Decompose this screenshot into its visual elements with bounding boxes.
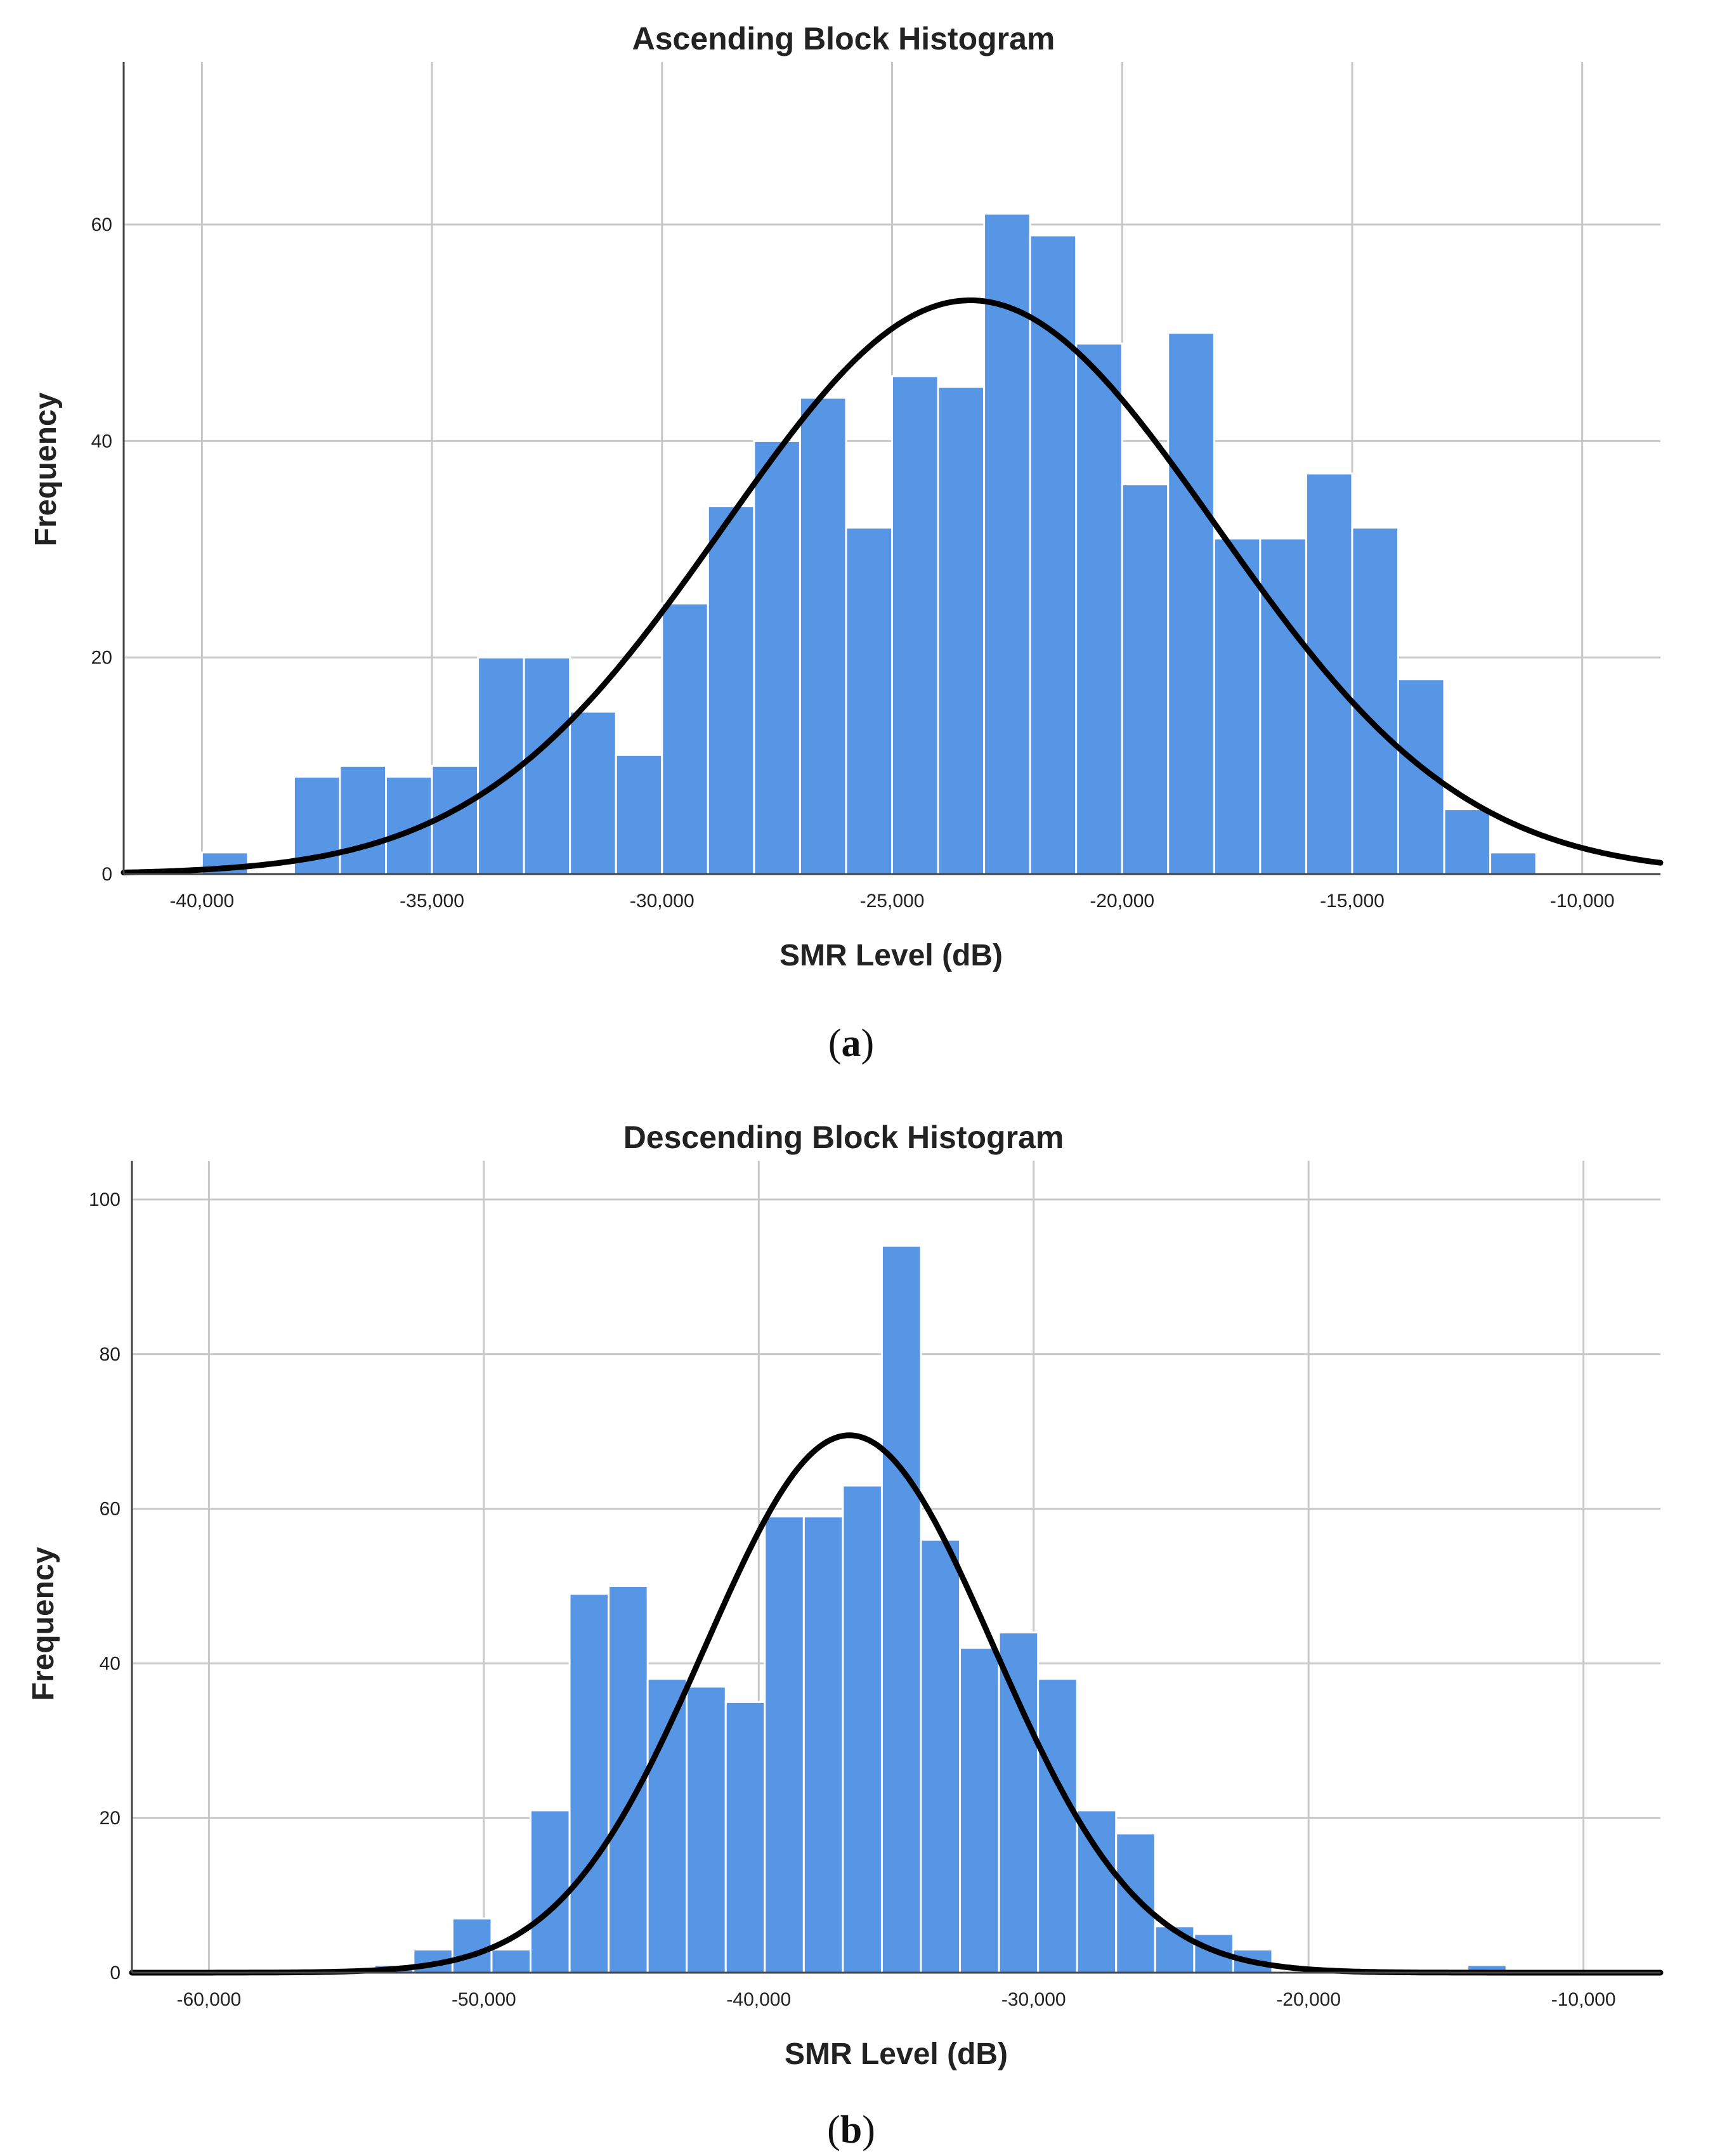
histogram-bar bbox=[646, 1678, 688, 1974]
y-tick-label: 60 bbox=[91, 214, 112, 235]
x-tick-labels: -60,000 -50,000 -40,000 -30,000 -20,000 -10,0… bbox=[176, 1989, 1615, 2010]
histogram-bar bbox=[920, 1538, 962, 1974]
histogram-bar bbox=[842, 1484, 883, 1974]
histogram-bars bbox=[200, 212, 1537, 875]
histogram-bar bbox=[1213, 537, 1262, 875]
figure-caption: (b) bbox=[827, 2108, 875, 2152]
histogram-bar bbox=[802, 1515, 844, 1974]
x-tick-labels: -40,000 -35,000 -30,000 -25,000 -20,000 -15,0… bbox=[169, 891, 1614, 911]
chart-title: Descending Block Histogram bbox=[623, 1120, 1064, 1155]
caption-close-paren: ) bbox=[862, 2108, 875, 2152]
x-axis-label: SMR Level (dB) bbox=[785, 2037, 1008, 2071]
histogram-bar bbox=[1076, 1809, 1118, 1974]
x-tick-label: -15,000 bbox=[1320, 891, 1385, 911]
y-tick-labels: 0 20 40 60 bbox=[91, 214, 112, 885]
histogram-bar bbox=[707, 505, 755, 875]
x-tick-label: -25,000 bbox=[860, 891, 925, 911]
histogram-bar bbox=[1351, 526, 1399, 875]
caption-open-paren: ( bbox=[828, 1022, 842, 1065]
x-tick-label: -20,000 bbox=[1090, 891, 1154, 911]
caption-open-paren: ( bbox=[827, 2108, 840, 2152]
histogram-bars bbox=[373, 1245, 1508, 1974]
histogram-bar bbox=[568, 1593, 610, 1974]
histogram-bar bbox=[937, 386, 986, 875]
histogram-bar bbox=[753, 440, 801, 875]
y-tick-label: 60 bbox=[100, 1499, 121, 1520]
histogram-bar bbox=[339, 764, 388, 875]
histogram-bar bbox=[724, 1701, 766, 1974]
y-tick-label: 40 bbox=[91, 431, 112, 452]
histogram-bar bbox=[530, 1809, 571, 1974]
y-tick-label: 20 bbox=[100, 1808, 121, 1829]
y-tick-label: 40 bbox=[100, 1653, 121, 1674]
y-tick-label: 100 bbox=[89, 1189, 121, 1210]
histogram-bar bbox=[764, 1515, 805, 1974]
histogram-bar bbox=[490, 1948, 532, 1974]
ascending-histogram-chart: Ascending Block Histogram 0 20 40 60 -40,00… bbox=[29, 21, 1664, 1065]
histogram-bar bbox=[1115, 1833, 1156, 1974]
histogram-bar bbox=[983, 212, 1031, 875]
histogram-bar bbox=[523, 657, 571, 875]
x-tick-label: -30,000 bbox=[630, 891, 694, 911]
x-tick-label: -10,000 bbox=[1550, 891, 1615, 911]
histogram-bar bbox=[1443, 808, 1492, 875]
y-axis-label: Frequency bbox=[29, 392, 63, 546]
x-tick-label: -20,000 bbox=[1276, 1989, 1341, 2010]
histogram-bar bbox=[1167, 332, 1215, 875]
histogram-bar bbox=[1037, 1678, 1078, 1974]
histogram-bar bbox=[845, 526, 893, 875]
x-axis-label: SMR Level (dB) bbox=[779, 939, 1003, 972]
y-tick-label: 80 bbox=[100, 1344, 121, 1365]
histogram-bar bbox=[799, 396, 847, 875]
descending-histogram-chart: Descending Block Histogram 020406080100 … bbox=[27, 1120, 1664, 2152]
histogram-bar bbox=[959, 1647, 1000, 1974]
histogram-bar bbox=[1121, 483, 1170, 875]
x-tick-label: -40,000 bbox=[169, 891, 234, 911]
x-tick-label: -35,000 bbox=[400, 891, 464, 911]
caption-letter: b bbox=[840, 2108, 862, 2152]
y-tick-label: 0 bbox=[110, 1963, 121, 1983]
x-tick-label: -10,000 bbox=[1551, 1989, 1616, 2010]
chart-title: Ascending Block Histogram bbox=[632, 21, 1055, 56]
y-tick-labels: 0 20 40 60 80 100 bbox=[89, 1189, 121, 1983]
x-tick-label: -60,000 bbox=[176, 1989, 241, 2010]
caption-close-paren: ) bbox=[861, 1022, 875, 1065]
caption-letter: a bbox=[842, 1022, 861, 1065]
x-tick-label: -40,000 bbox=[726, 1989, 791, 2010]
figure-caption: (a) bbox=[828, 1022, 874, 1065]
histogram-bar bbox=[1259, 537, 1307, 875]
histogram-bar bbox=[998, 1631, 1040, 1974]
y-tick-label: 0 bbox=[101, 864, 112, 885]
y-tick-label: 20 bbox=[91, 648, 112, 669]
histogram-bar bbox=[1489, 851, 1537, 875]
histogram-bar bbox=[615, 754, 663, 875]
histogram-bar bbox=[891, 375, 939, 875]
histogram-bar bbox=[1075, 343, 1123, 875]
normal-curve bbox=[121, 297, 1664, 876]
histogram-bar bbox=[880, 1245, 922, 1974]
histogram-bar bbox=[569, 710, 617, 875]
histogram-bar bbox=[451, 1918, 493, 1974]
x-tick-label: -30,000 bbox=[1001, 1989, 1066, 2010]
histogram-bar bbox=[686, 1685, 727, 1974]
histogram-bar bbox=[661, 602, 709, 875]
x-tick-label: -50,000 bbox=[452, 1989, 516, 2010]
y-axis-label: Frequency bbox=[27, 1546, 60, 1701]
